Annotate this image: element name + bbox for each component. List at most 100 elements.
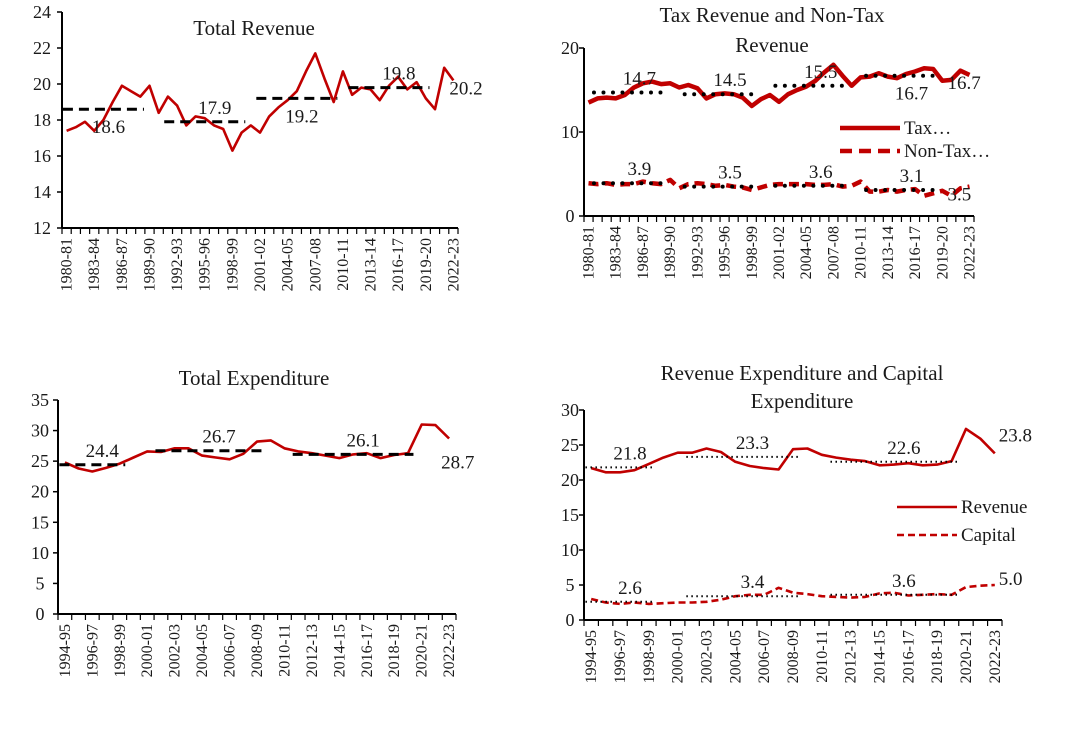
x-tick-label: 2002-03	[167, 624, 184, 677]
y-tick-label: 10	[561, 540, 579, 560]
x-tick-label: 1986-87	[635, 226, 652, 279]
x-tick-label: 2001-02	[771, 226, 788, 279]
average-label: 3.5	[718, 163, 742, 184]
x-tick-label: 2014-15	[331, 624, 348, 677]
x-tick-label: 2018-19	[929, 630, 946, 683]
average-label: 18.6	[92, 117, 125, 138]
chart-title: Expenditure	[751, 389, 854, 413]
x-tick-label: 1989-90	[662, 226, 679, 279]
x-tick-label: 2006-07	[756, 630, 773, 683]
average-label: 22.6	[887, 438, 920, 459]
x-tick-label: 2022-23	[961, 226, 978, 279]
x-tick-label: 2018-19	[386, 624, 403, 677]
x-tick-label: 1992-93	[169, 238, 186, 291]
chart-title: Total Revenue	[193, 16, 315, 40]
x-tick-label: 2004-05	[798, 226, 815, 279]
panel-tax-nontax-revenue: Tax Revenue and Non-Tax Revenue 0 10 20 1980-…	[540, 0, 1078, 360]
y-tick-label: 10	[561, 122, 579, 142]
end-value-label: 23.8	[999, 425, 1032, 446]
chart-title: Revenue	[735, 33, 808, 57]
series-line-revenue	[590, 427, 996, 474]
chart-total-revenue: Total Revenue 12 14 16 18 20 22 24 1980-81 1983-8…	[33, 2, 483, 291]
x-tick-label: 1983-84	[86, 238, 103, 291]
y-tick-label: 12	[33, 218, 51, 238]
x-tick-label: 2012-13	[843, 630, 860, 683]
y-tick-label: 15	[561, 505, 579, 525]
x-tick-label: 2019-20	[934, 226, 951, 279]
x-tick-label: 2004-05	[194, 624, 211, 677]
x-tick-label: 1995-96	[717, 226, 734, 279]
x-tick-label: 2000-01	[670, 630, 687, 683]
y-tick-label: 20	[561, 470, 579, 490]
y-tick-label: 35	[31, 390, 49, 410]
chart-tax-nontax-revenue: Tax Revenue and Non-Tax Revenue 0 10 20 1980-…	[561, 3, 990, 279]
end-value-label: 20.2	[449, 78, 482, 99]
chart-revenue-capital-expenditure: Revenue Expenditure and Capital Expenditu…	[561, 361, 1032, 683]
y-tick-label: 24	[33, 2, 51, 22]
x-tick-label: 2010-11	[814, 630, 831, 683]
x-tick-label: 2010-11	[335, 238, 352, 291]
x-tick-label: 2016-17	[907, 226, 924, 279]
x-tick-label: 2012-13	[304, 624, 321, 677]
y-tick-label: 25	[561, 435, 579, 455]
average-label: 24.4	[86, 441, 120, 462]
x-tick-label: 2000-01	[139, 624, 156, 677]
x-tick-label: 2022-23	[445, 238, 462, 291]
average-label: 3.4	[741, 572, 765, 593]
y-tick-label: 30	[561, 400, 579, 420]
x-tick-label: 1986-87	[114, 238, 131, 291]
x-tick-label: 1989-90	[141, 238, 158, 291]
x-tick-label: 2007-08	[307, 238, 324, 291]
x-tick-label: 2001-02	[252, 238, 269, 291]
average-label: 3.9	[627, 159, 651, 180]
chart-total-expenditure: Total Expenditure 0 5 10 15 20 25 30 35 1994-95 19…	[31, 366, 474, 677]
x-tick-label: 2016-17	[900, 630, 917, 683]
panel-total-expenditure: Total Expenditure 0 5 10 15 20 25 30 35 1994-95 19…	[0, 360, 540, 728]
average-label: 14.5	[713, 70, 746, 91]
end-value-label: 28.7	[441, 453, 474, 474]
average-label: 3.6	[809, 162, 833, 183]
x-tick-label: 2008-09	[249, 624, 266, 677]
y-tick-label: 15	[31, 512, 49, 532]
chart-title: Total Expenditure	[179, 366, 330, 390]
x-tick-label: 2007-08	[825, 226, 842, 279]
x-tick-label: 1983-84	[608, 226, 625, 279]
x-tick-label: 2019-20	[418, 238, 435, 291]
y-tick-label: 0	[566, 610, 575, 630]
x-tick-label: 1992-93	[689, 226, 706, 279]
chart-title: Revenue Expenditure and Capital	[661, 361, 944, 385]
average-label: 26.7	[202, 427, 235, 448]
average-label: 3.6	[892, 571, 916, 592]
series-line-tax	[587, 62, 971, 109]
y-tick-label: 14	[33, 182, 51, 202]
average-label: 23.3	[736, 433, 769, 454]
y-tick-label: 5	[566, 575, 575, 595]
average-label: 19.2	[285, 106, 318, 127]
legend-label: Revenue	[961, 497, 1027, 518]
x-tick-label: 2006-07	[222, 624, 239, 677]
y-tick-label: 16	[33, 146, 51, 166]
legend-label: Non-Tax…	[904, 141, 990, 162]
x-tick-label: 1998-99	[641, 630, 658, 683]
average-label: 14.7	[623, 69, 656, 90]
series-line-capital	[590, 583, 995, 606]
average-label: 19.8	[382, 64, 415, 85]
panel-total-revenue: Total Revenue 12 14 16 18 20 22 24 1980-81 1983-8…	[0, 0, 540, 360]
x-tick-label: 2022-23	[441, 624, 458, 677]
x-tick-label: 1996-97	[612, 630, 629, 683]
x-tick-label: 1994-95	[57, 624, 74, 677]
x-tick-label: 1980-81	[581, 226, 598, 279]
x-tick-label: 1998-99	[744, 226, 761, 279]
legend-label: Tax…	[904, 118, 951, 139]
average-label: 21.8	[613, 443, 646, 464]
x-tick-label: 1980-81	[59, 238, 76, 291]
end-value-label: 16.7	[947, 73, 980, 94]
x-tick-label: 2010-11	[276, 624, 293, 677]
average-label: 15.5	[804, 62, 837, 83]
end-value-label: 5.0	[999, 569, 1023, 590]
legend-label: Capital	[961, 525, 1016, 546]
average-label: 26.1	[346, 430, 379, 451]
panel-revenue-capital-expenditure: Revenue Expenditure and Capital Expenditu…	[540, 360, 1078, 728]
y-tick-label: 0	[36, 604, 45, 624]
y-tick-label: 10	[31, 543, 49, 563]
